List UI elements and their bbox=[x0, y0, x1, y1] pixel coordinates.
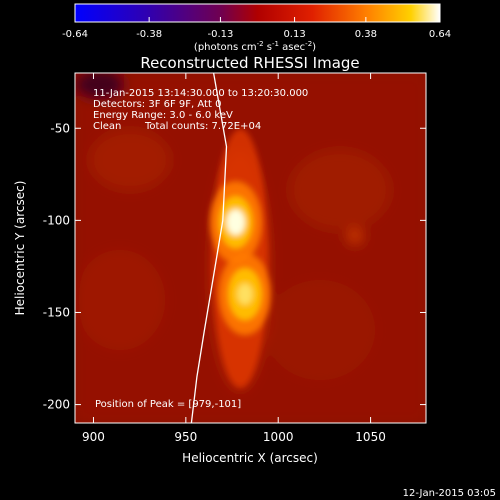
info-method: Clean bbox=[93, 121, 121, 132]
colorbar-ticks: -0.64 -0.38 -0.13 0.13 0.38 0.64 bbox=[62, 17, 451, 40]
y-tick-label: -50 bbox=[50, 121, 70, 135]
footer-date: 12-Jan-2015 03:05 bbox=[403, 488, 496, 499]
chart-title: Reconstructed RHESSI Image bbox=[140, 54, 359, 72]
info-energy: Energy Range: 3.0 - 6.0 keV bbox=[93, 110, 233, 121]
x-tick-label: 900 bbox=[82, 430, 105, 444]
y-tick-label: -200 bbox=[43, 398, 70, 412]
colorbar-tick-label: 0.13 bbox=[283, 29, 305, 40]
colorbar-tick-label: -0.38 bbox=[136, 29, 162, 40]
x-tick-label: 1050 bbox=[355, 430, 386, 444]
source-peak bbox=[237, 283, 253, 305]
colorbar-tick-label: -0.64 bbox=[62, 29, 88, 40]
y-tick-label: -150 bbox=[43, 305, 70, 319]
colorbar bbox=[74, 3, 441, 23]
info-counts: Total counts: 7.72E+04 bbox=[144, 121, 261, 132]
colorbar-tick-label: 0.64 bbox=[429, 29, 451, 40]
peak-position-label: Position of Peak = [979,-101] bbox=[95, 399, 241, 410]
y-axis-ticks: -50 -100 -150 -200 bbox=[43, 121, 426, 412]
solar-limb bbox=[190, 73, 228, 423]
colorbar-units: (photons cm-2 s-1 asec-2) bbox=[194, 40, 316, 53]
info-time: 11-Jan-2015 13:14:30.000 to 13:20:30.000 bbox=[93, 88, 308, 99]
x-axis-ticks: 900 950 1000 1050 bbox=[82, 73, 386, 444]
plot-frame bbox=[74, 72, 427, 424]
info-detectors: Detectors: 3F 6F 9F, Att 0 bbox=[93, 99, 221, 110]
y-axis-label: Heliocentric Y (arcsec) bbox=[13, 181, 27, 316]
colorbar-tick-label: -0.13 bbox=[207, 29, 233, 40]
info-annotation: 11-Jan-2015 13:14:30.000 to 13:20:30.000… bbox=[93, 88, 308, 132]
x-axis-label: Heliocentric X (arcsec) bbox=[182, 451, 318, 465]
colorbar-tick-label: 0.38 bbox=[355, 29, 377, 40]
y-tick-label: -100 bbox=[43, 213, 70, 227]
x-tick-label: 1000 bbox=[263, 430, 294, 444]
heatmap-image bbox=[75, 73, 426, 423]
source-peak bbox=[226, 209, 245, 236]
x-tick-label: 950 bbox=[174, 430, 197, 444]
